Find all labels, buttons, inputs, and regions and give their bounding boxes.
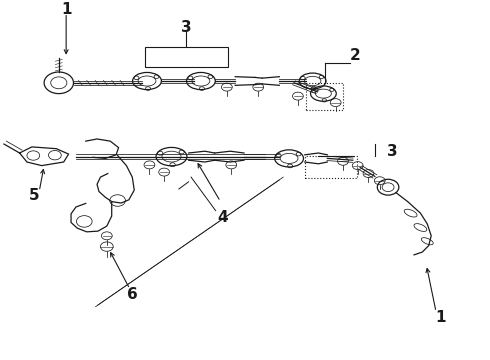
Text: 3: 3 — [387, 144, 397, 159]
Text: 2: 2 — [350, 48, 361, 63]
Text: 3: 3 — [181, 19, 192, 35]
Text: 1: 1 — [436, 310, 446, 325]
Text: 5: 5 — [29, 188, 40, 203]
Bar — [306, 83, 343, 110]
Text: 4: 4 — [218, 210, 228, 225]
Text: 1: 1 — [61, 2, 72, 17]
Bar — [145, 47, 228, 67]
Text: 6: 6 — [127, 287, 138, 302]
Bar — [305, 156, 357, 178]
